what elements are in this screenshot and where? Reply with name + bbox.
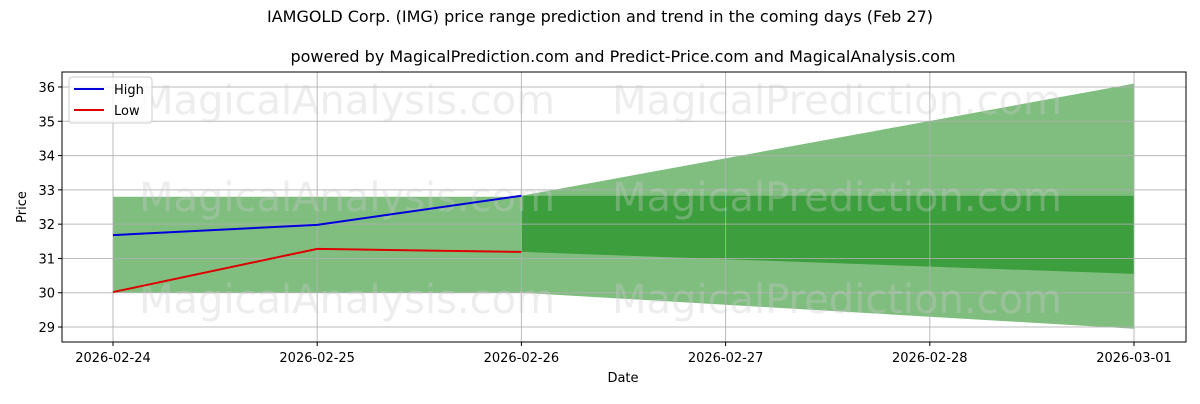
x-tick-label: 2026-02-24 bbox=[75, 351, 151, 366]
range-band-2 bbox=[521, 195, 1134, 274]
x-tick-label: 2026-02-26 bbox=[484, 351, 560, 366]
watermark-text: MagicalAnalysis.com bbox=[139, 78, 555, 124]
axes-frame bbox=[61, 71, 1187, 343]
y-tick-label: 31 bbox=[38, 252, 55, 267]
watermark-text: MagicalPrediction.com bbox=[612, 277, 1062, 323]
watermark-text: MagicalAnalysis.com bbox=[139, 277, 555, 323]
y-tick-label: 30 bbox=[38, 287, 55, 302]
watermark-text: MagicalPrediction.com bbox=[612, 78, 1062, 124]
x-tick-label: 2026-02-28 bbox=[892, 351, 968, 366]
y-tick-label: 36 bbox=[38, 81, 55, 96]
y-tick-label: 29 bbox=[38, 321, 55, 336]
watermark-text: MagicalAnalysis.com bbox=[139, 175, 555, 221]
x-tick-label: 2026-02-25 bbox=[279, 351, 355, 366]
x-tick-label: 2026-02-27 bbox=[688, 351, 764, 366]
y-tick-label: 34 bbox=[38, 150, 55, 165]
x-tick-label: 2026-03-01 bbox=[1096, 351, 1172, 366]
watermark-text: MagicalPrediction.com bbox=[612, 175, 1062, 221]
chart-title: IAMGOLD Corp. (IMG) price range predicti… bbox=[267, 7, 933, 26]
y-axis-label: Price bbox=[15, 191, 30, 223]
series-line-low bbox=[112, 247, 522, 294]
legend-label-low: Low bbox=[114, 104, 140, 119]
y-tick-label: 32 bbox=[38, 218, 55, 233]
chart-subtitle: powered by MagicalPrediction.com and Pre… bbox=[290, 47, 955, 66]
x-axis-label: Date bbox=[607, 371, 638, 386]
y-tick-label: 33 bbox=[38, 184, 55, 199]
legend-label-high: High bbox=[114, 83, 144, 98]
plot-area: MagicalAnalysis.com MagicalPrediction.com… bbox=[38, 71, 1187, 366]
series-line-high bbox=[112, 194, 522, 237]
y-tick-label: 35 bbox=[38, 115, 55, 130]
